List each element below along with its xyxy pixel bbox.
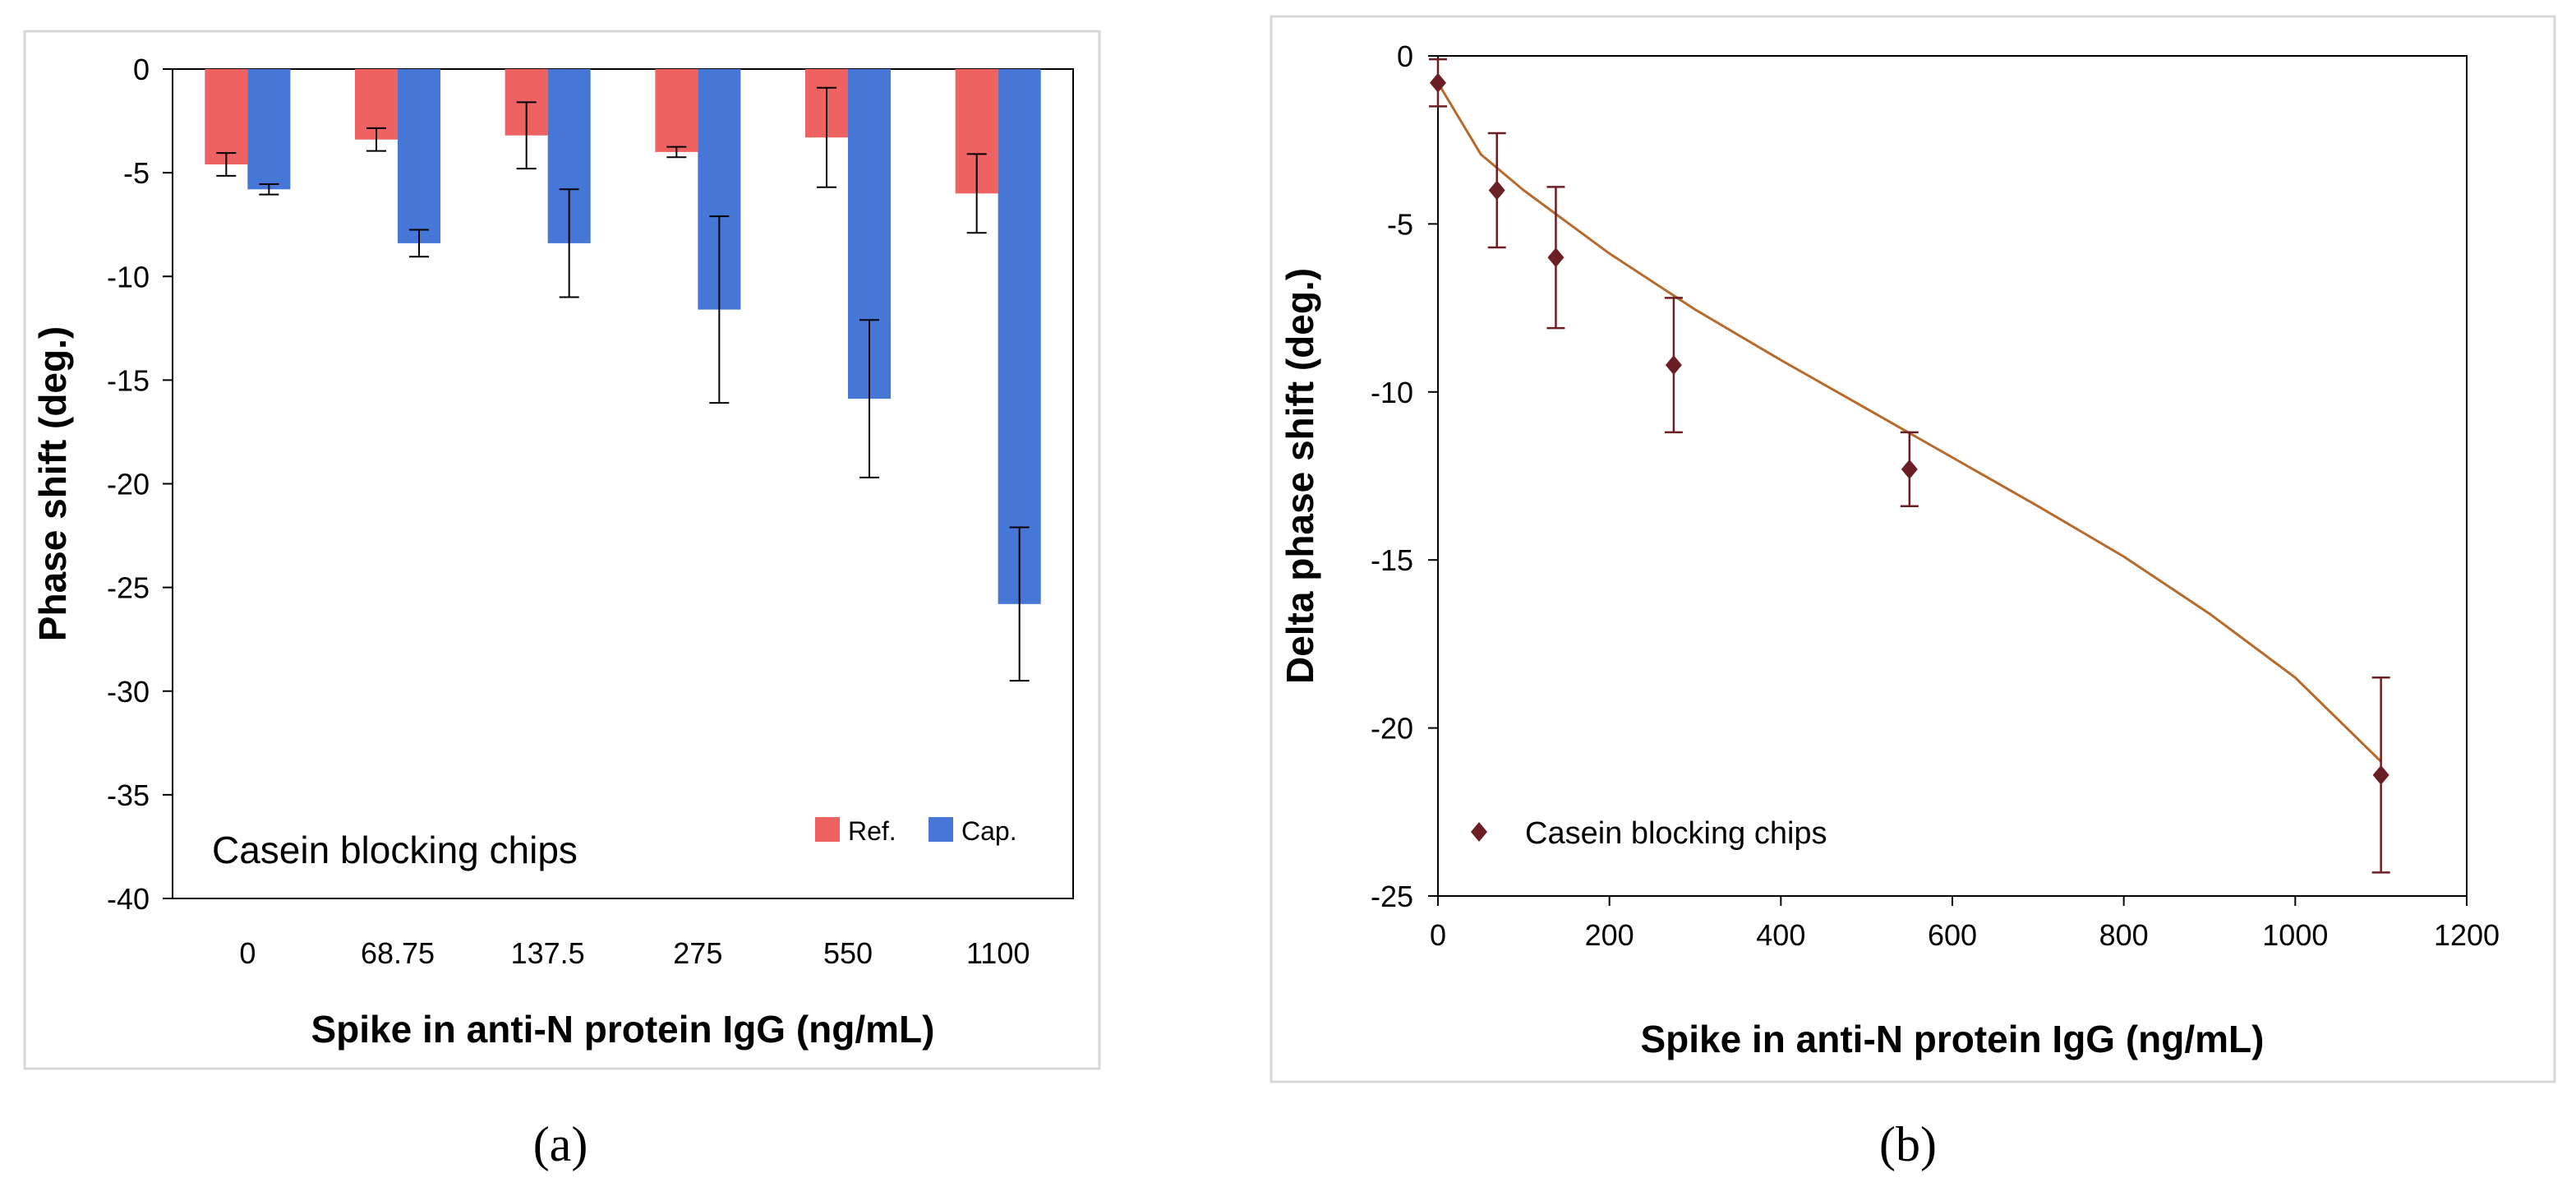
y-tick-label-a: -30: [107, 675, 150, 709]
y-axis-title-a: Phase shift (deg.): [31, 326, 74, 641]
x-tick-label-b: 400: [1756, 918, 1805, 952]
y-tick-label-a: 0: [133, 53, 150, 86]
chart-annotation-a: Casein blocking chips: [212, 829, 578, 871]
legend-label-cap: Cap.: [961, 816, 1017, 846]
y-tick-label-a: -35: [107, 778, 150, 812]
x-tick-label-a: 68.75: [361, 936, 435, 970]
data-point-b: [1547, 247, 1564, 268]
x-tick-label-a: 275: [673, 936, 722, 970]
y-tick-label-b: -20: [1371, 712, 1413, 746]
panel-label-b: (b): [1879, 1117, 1937, 1171]
bar-cap: [998, 69, 1041, 604]
x-tick-label-b: 0: [1430, 918, 1446, 952]
x-tick-label-b: 1000: [2262, 918, 2328, 952]
y-tick-label-b: -10: [1371, 376, 1413, 409]
legend-label-b: Casein blocking chips: [1525, 816, 1827, 851]
y-tick-label-a: -25: [107, 571, 150, 605]
chart-b: 0 -5 -10 -15 -20 -25 0 200 400 600 800 1000 1200 Spik…: [1279, 39, 2500, 1060]
data-point-b: [1430, 72, 1446, 93]
y-tick-label-a: -40: [107, 882, 150, 916]
bar-ref: [205, 69, 248, 165]
bar-cap: [247, 69, 291, 190]
legend-swatch-cap: [929, 817, 953, 842]
y-tick-label-b: 0: [1397, 39, 1413, 73]
x-tick-label-a: 1100: [966, 936, 1030, 970]
panel-label-a: (a): [533, 1117, 588, 1171]
x-axis-title-b: Spike in anti-N protein IgG (ng/mL): [1641, 1018, 2265, 1060]
x-tick-label-b: 1200: [2434, 918, 2500, 952]
bar-ref: [655, 69, 698, 152]
x-tick-label-a: 0: [239, 936, 256, 970]
chart-b-frame: [1270, 15, 2556, 1083]
x-tick-label-b: 600: [1928, 918, 1977, 952]
y-tick-label-b: -15: [1371, 543, 1413, 577]
legend-label-ref: Ref.: [848, 816, 896, 846]
y-tick-label-a: -10: [107, 260, 150, 293]
y-tick-label-a: -5: [123, 156, 150, 190]
data-point-b: [2372, 764, 2389, 785]
y-tick-label-a: -20: [107, 468, 150, 501]
data-point-b: [1665, 355, 1682, 376]
y-axis-title-b: Delta phase shift (deg.): [1279, 268, 1321, 684]
y-tick-label-b: -5: [1387, 207, 1413, 241]
bar-cap: [398, 69, 440, 243]
legend-marker-b: [1471, 822, 1487, 842]
data-point-b: [1488, 180, 1505, 201]
legend-swatch-ref: [815, 817, 840, 842]
data-point-b: [1901, 459, 1918, 479]
y-tick-label-b: -25: [1371, 880, 1413, 913]
fit-curve: [1436, 81, 2382, 763]
x-tick-label-b: 200: [1585, 918, 1634, 952]
y-tick-label-a: -15: [107, 363, 150, 397]
x-tick-label-a: 137.5: [511, 936, 585, 970]
x-axis-title-a: Spike in anti-N protein IgG (ng/mL): [311, 1008, 935, 1051]
chart-a: 0 -5 -10 -15 -20 -25 -30 -35 -40 0 68.75 137.5 275 55…: [31, 53, 1074, 1051]
x-tick-label-a: 550: [823, 936, 873, 970]
x-tick-label-b: 800: [2099, 918, 2149, 952]
